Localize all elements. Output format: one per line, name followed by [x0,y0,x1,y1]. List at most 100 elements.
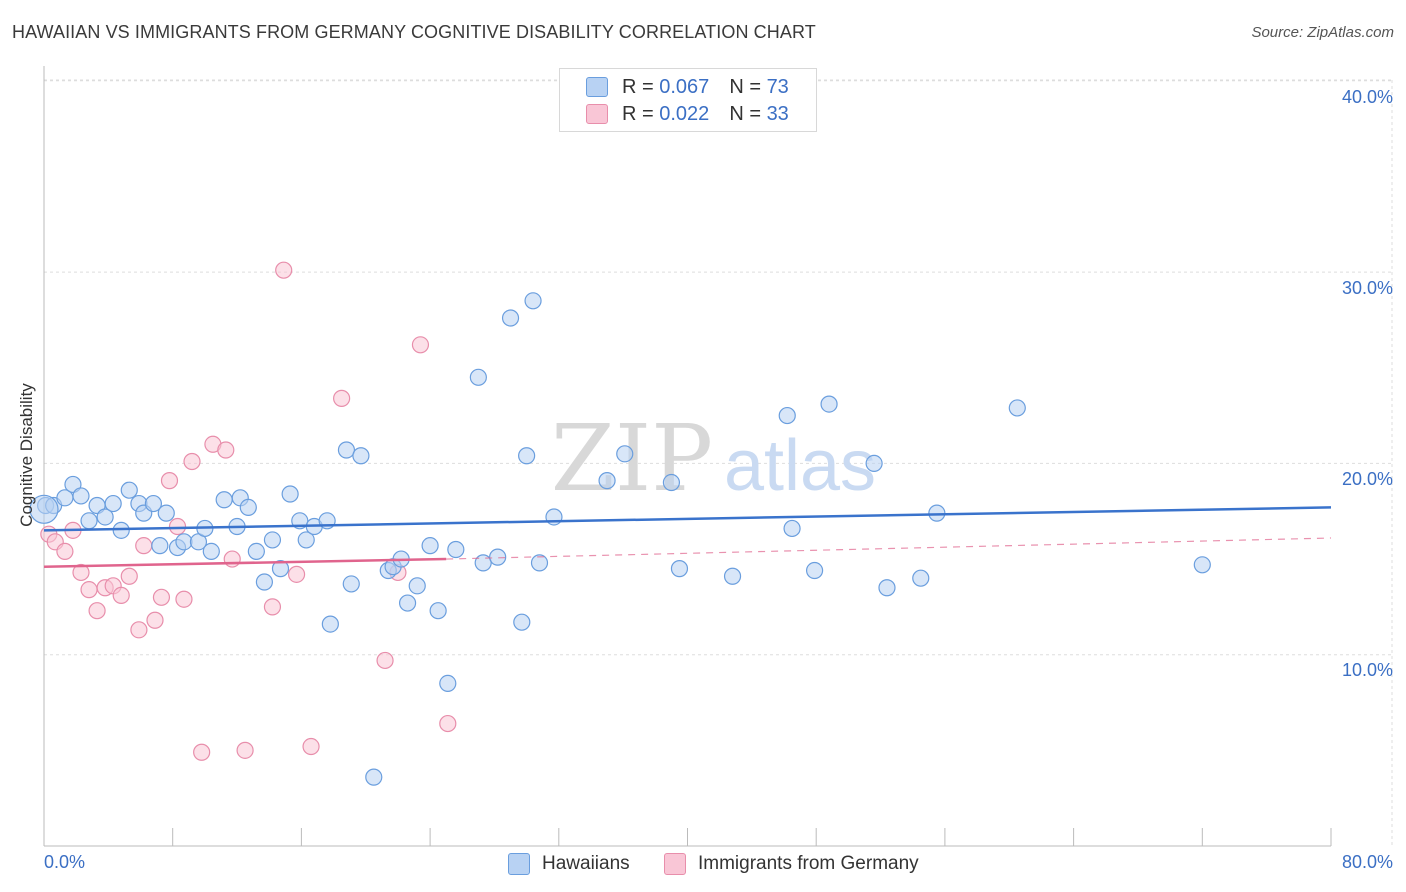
y-tick-label-40: 40.0% [1341,87,1393,107]
germany-point [223,550,241,568]
hawaiian-point [157,504,175,522]
germany-point [236,741,254,759]
germany-point [168,517,187,536]
germany-point [287,565,306,583]
germany-point [146,611,164,629]
hawaiian-point [398,594,417,612]
watermark-atlas: atlas [724,426,876,506]
bottom-legend-germany: Immigrants from Germany [664,852,919,876]
hawaiian-point [429,602,447,620]
chart-source: Source: ZipAtlas.com [1251,24,1394,41]
hawaiian-point [120,481,138,499]
germany-point [112,586,130,604]
germany-point [333,389,351,407]
germany-point [56,542,74,560]
germany-point [411,336,430,354]
legend-row-germany: R = 0.022 N = 33 [586,102,789,126]
hawaiian-point [1193,556,1211,574]
hawaiian-point [247,542,265,560]
hawaiian-point [281,485,299,503]
hawaiian-point [447,540,465,559]
hawaiian-point [513,613,531,631]
hawaiian-point [365,768,383,786]
hawaiian-point [151,537,169,555]
hawaiian-point [783,519,801,538]
y-tick-label-30: 30.0% [1341,278,1393,298]
hawaiian-point [271,560,290,578]
x-tick-label-min: 0.0% [44,852,86,872]
hawaiian-point [72,487,90,505]
hawaiian-point [820,395,838,413]
hawaiian-point [104,494,122,513]
germany-point [183,452,201,471]
germany-point [439,714,457,733]
hawaiian-point [489,548,507,566]
y-axis-label: Cognitive Disability [17,383,36,527]
hawaiian-point [112,521,130,539]
legend-n-value: 33 [766,102,789,125]
legend-r-label: R = [622,75,654,98]
legend-series-name: Hawaiians [542,853,630,874]
hawaiian-point [408,577,426,595]
hawaiian-point [662,473,681,492]
bottom-legend-hawaiians: Hawaiians [508,852,630,876]
hawaiian-point [474,554,492,572]
hawaiian-point [598,472,616,490]
legend-n-label: N = [729,75,761,98]
germany-point [217,441,235,459]
hawaiian-point [439,674,457,692]
germany-point [263,598,282,616]
hawaiian-point [175,533,193,551]
germany-point [72,563,90,582]
legend-r-value: 0.067 [659,75,710,98]
x-tick-label-max: 80.0% [1341,852,1393,872]
hawaiian-point [255,573,273,591]
germany-point [152,588,171,606]
hawaiian-point [215,491,233,509]
germany-point [160,472,179,490]
germany-point [175,590,193,608]
germany-trend-extension [446,537,1332,560]
germany-legend-swatch [664,853,686,875]
hawaiian-point [263,531,282,549]
hawaiian-point [670,560,689,578]
hawaiian-point [297,531,315,549]
hawaiian-point [865,454,883,472]
hawaiian-point [342,575,360,593]
hawaiian-point [144,494,162,513]
chart-title: HAWAIIAN VS IMMIGRANTS FROM GERMANY COGN… [12,22,816,42]
hawaiian-point [778,406,796,425]
germany-point [275,261,293,279]
germany-trend-line [43,557,447,568]
watermark-zip: ZIP [551,405,713,512]
y-tick-label-10: 10.0% [1341,660,1393,680]
correlation-legend: R = 0.067 N = 73 R = 0.022 N = 33 [559,68,817,132]
germany-point [88,602,106,620]
hawaiian-point [239,498,257,516]
germany-point [135,537,153,555]
hawaiian-point [96,508,114,526]
germany-point [376,651,394,670]
germany-point [120,567,138,585]
hawaiian-point [501,309,520,327]
legend-row-hawaiians: R = 0.067 N = 73 [586,75,789,99]
legend-r-value: 0.022 [659,102,710,125]
hawaiians-points [29,292,1211,786]
legend-series-name: Immigrants from Germany [698,853,919,874]
hawaiian-point [80,512,98,530]
germany-point [193,743,211,761]
hawaiian-point [469,368,487,386]
hawaiian-point [1008,399,1026,417]
legend-r-label: R = [622,102,654,125]
hawaiians-trend-line [43,506,1332,532]
hawaiian-point [878,579,896,597]
axes [43,66,1332,847]
hawaiians-swatch [586,77,608,97]
watermark: ZIP atlas [551,405,876,512]
legend-n-label: N = [729,102,761,125]
legend-n-value: 73 [766,75,789,98]
hawaiians-legend-swatch [508,853,530,875]
hawaiian-point [723,567,742,585]
hawaiian-point [912,569,930,587]
